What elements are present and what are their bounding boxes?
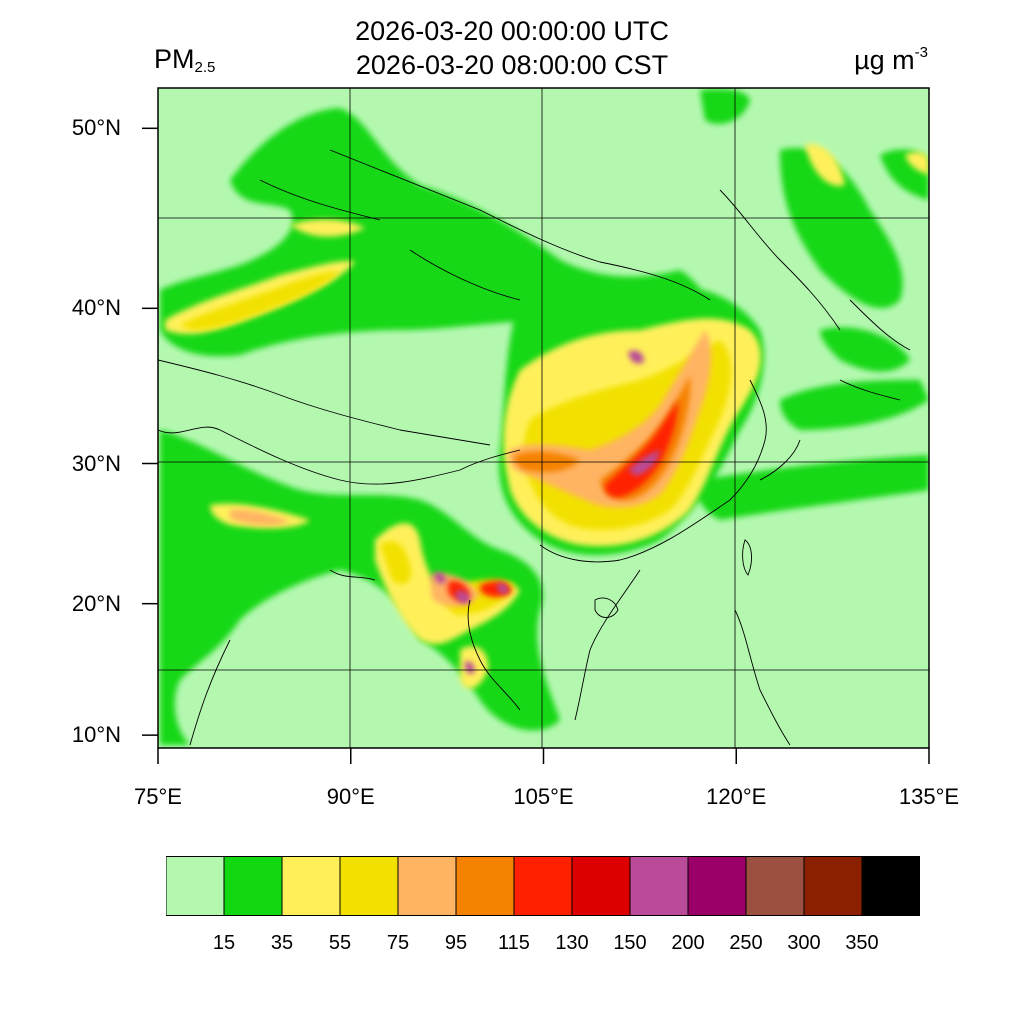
lat-label: 10°N xyxy=(71,722,121,748)
colorbar-swatch xyxy=(339,856,399,916)
gridlines xyxy=(158,88,929,748)
lon-label: 135°E xyxy=(898,784,960,809)
colorbar-swatch xyxy=(745,856,805,916)
unit-text: µg m xyxy=(854,45,915,75)
lon-tick-marks xyxy=(157,748,930,764)
colorbar-label: 250 xyxy=(729,932,763,954)
colorbar-label: 75 xyxy=(386,932,410,954)
colorbar-swatch xyxy=(687,856,747,916)
colorbar-label: 150 xyxy=(613,932,647,954)
colorbar-swatch xyxy=(397,856,457,916)
unit-label: µg m-3 xyxy=(854,44,928,76)
lon-label: 75°E xyxy=(134,784,182,809)
colorbar xyxy=(166,856,920,916)
pm25-band-150-200 xyxy=(434,350,660,674)
title-cst: 2026-03-20 08:00:00 CST xyxy=(355,50,669,80)
lon-label: 120°E xyxy=(706,784,767,809)
lat-tick-marks xyxy=(142,127,158,736)
title-utc: 2026-03-20 00:00:00 UTC xyxy=(355,16,669,46)
lat-label: 40°N xyxy=(71,295,121,321)
unit-superscript: -3 xyxy=(914,44,928,61)
variable-subscript: 2.5 xyxy=(194,59,216,76)
variable-name: PM xyxy=(154,44,195,74)
colorbar-label: 130 xyxy=(555,932,589,954)
colorbar-label: 350 xyxy=(845,932,879,954)
colorbar-label: 200 xyxy=(671,932,705,954)
colorbar-swatch xyxy=(629,856,689,916)
lat-label: 50°N xyxy=(71,115,121,141)
colorbar-swatch xyxy=(803,856,863,916)
colorbar-swatch xyxy=(281,856,341,916)
colorbar-swatch xyxy=(571,856,631,916)
coastlines-and-borders xyxy=(158,149,911,746)
colorbar-label: 35 xyxy=(270,932,294,954)
pm25-field xyxy=(158,88,929,748)
colorbar-swatch xyxy=(223,856,283,916)
colorbar-label: 95 xyxy=(444,932,468,954)
colorbar-swatch xyxy=(166,856,225,916)
colorbar-label: 15 xyxy=(212,932,236,954)
colorbar-swatch xyxy=(513,856,573,916)
colorbar-label: 300 xyxy=(787,932,821,954)
colorbar-swatch xyxy=(861,856,920,916)
colorbar-label: 115 xyxy=(498,932,530,954)
lon-label: 90°E xyxy=(326,784,375,809)
lat-label: 20°N xyxy=(71,590,121,616)
lon-label: 105°E xyxy=(513,784,574,809)
colorbar-swatch xyxy=(455,856,515,916)
lat-label: 30°N xyxy=(71,450,121,476)
colorbar-label: 55 xyxy=(328,932,352,954)
variable-label: PM2.5 xyxy=(154,44,215,76)
